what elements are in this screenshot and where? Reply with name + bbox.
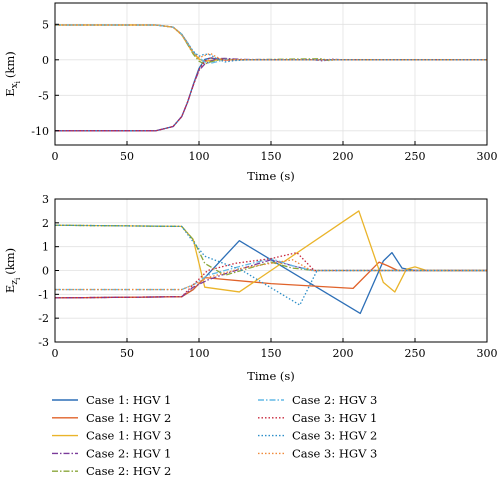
y-tick-label: -10 — [31, 125, 49, 138]
legend-label: Case 3: HGV 3 — [292, 446, 377, 460]
y-tick-label: -3 — [38, 336, 49, 349]
x-tick-label: 250 — [405, 150, 426, 163]
legend-label: Case 3: HGV 2 — [292, 429, 377, 443]
legend-label: Case 1: HGV 2 — [86, 411, 171, 425]
y-tick-label: -2 — [38, 312, 49, 325]
x-axis-label: Time (s) — [247, 169, 295, 183]
legend-label: Case 2: HGV 2 — [86, 464, 171, 478]
series-line-c3h2 — [55, 224, 487, 306]
x-tick-label: 100 — [189, 150, 210, 163]
legend-label: Case 1: HGV 1 — [86, 393, 171, 407]
x-tick-label: 200 — [333, 347, 354, 360]
legend-entry-c1h2: Case 1: HGV 2 — [52, 411, 171, 425]
legend-entry-c1h3: Case 1: HGV 3 — [52, 429, 171, 443]
x-tick-label: 200 — [333, 150, 354, 163]
legend-label: Case 2: HGV 1 — [86, 446, 171, 460]
x-tick-label: 250 — [405, 347, 426, 360]
x-tick-label: 50 — [120, 150, 134, 163]
legend-label: Case 2: HGV 3 — [292, 393, 377, 407]
legend-entry-c2h1: Case 2: HGV 1 — [52, 446, 171, 460]
x-tick-label: 0 — [52, 150, 59, 163]
legend-entry-c2h2: Case 2: HGV 2 — [52, 464, 171, 478]
x-tick-label: 300 — [477, 347, 498, 360]
legend-entry-c3h2: Case 3: HGV 2 — [258, 429, 377, 443]
y-tick-label: 2 — [42, 217, 49, 230]
x-tick-label: 0 — [52, 347, 59, 360]
x-tick-label: 150 — [261, 347, 282, 360]
y-tick-label: 0 — [42, 265, 49, 278]
series-line-c3h3 — [55, 24, 487, 62]
y-tick-label: 0 — [42, 54, 49, 67]
legend-entry-c3h1: Case 3: HGV 1 — [258, 411, 377, 425]
series-line-c1h2 — [55, 261, 487, 299]
y-tick-label: 1 — [42, 241, 49, 254]
legend-label: Case 1: HGV 3 — [86, 429, 171, 443]
series-group — [55, 24, 487, 132]
legend: Case 1: HGV 1 Case 1: HGV 2 Case 1: HGV 3 C… — [52, 393, 377, 478]
series-line-c2h2 — [55, 224, 487, 276]
series-line-c2h1 — [55, 259, 487, 299]
y-axis-label: Ezi(km) — [3, 248, 22, 293]
x-tick-label: 150 — [261, 150, 282, 163]
legend-entry-c3h3: Case 3: HGV 3 — [258, 446, 377, 460]
series-group — [55, 210, 487, 315]
series-line-c3h3 — [55, 259, 487, 291]
y-axis-label: Exi(km) — [3, 51, 22, 97]
legend-label: Case 3: HGV 1 — [292, 411, 377, 425]
x-axis-label: Time (s) — [247, 369, 295, 383]
panel-bottom: 0 50 100 150 200 250 300 3 2 1 0 -1 -2 -3 Time (s) Ezi(… — [3, 193, 498, 383]
y-tick-label: 5 — [42, 18, 49, 31]
y-tick-label: -5 — [38, 89, 49, 102]
y-tick-label: 3 — [42, 193, 49, 206]
x-tick-label: 100 — [189, 347, 210, 360]
y-tick-label: -1 — [38, 288, 49, 301]
x-tick-label: 300 — [477, 150, 498, 163]
legend-entry-c1h1: Case 1: HGV 1 — [52, 393, 171, 407]
x-tick-label: 50 — [120, 347, 134, 360]
legend-entry-c2h3: Case 2: HGV 3 — [258, 393, 377, 407]
